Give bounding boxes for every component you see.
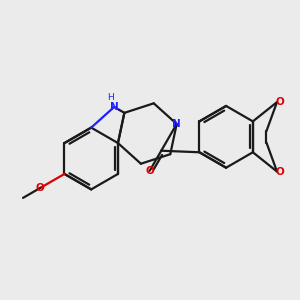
Text: O: O: [35, 183, 44, 193]
Text: O: O: [276, 97, 284, 107]
Text: O: O: [276, 167, 284, 176]
Text: H: H: [107, 93, 114, 102]
Text: O: O: [145, 166, 154, 176]
Text: N: N: [172, 119, 181, 129]
Text: N: N: [110, 102, 118, 112]
